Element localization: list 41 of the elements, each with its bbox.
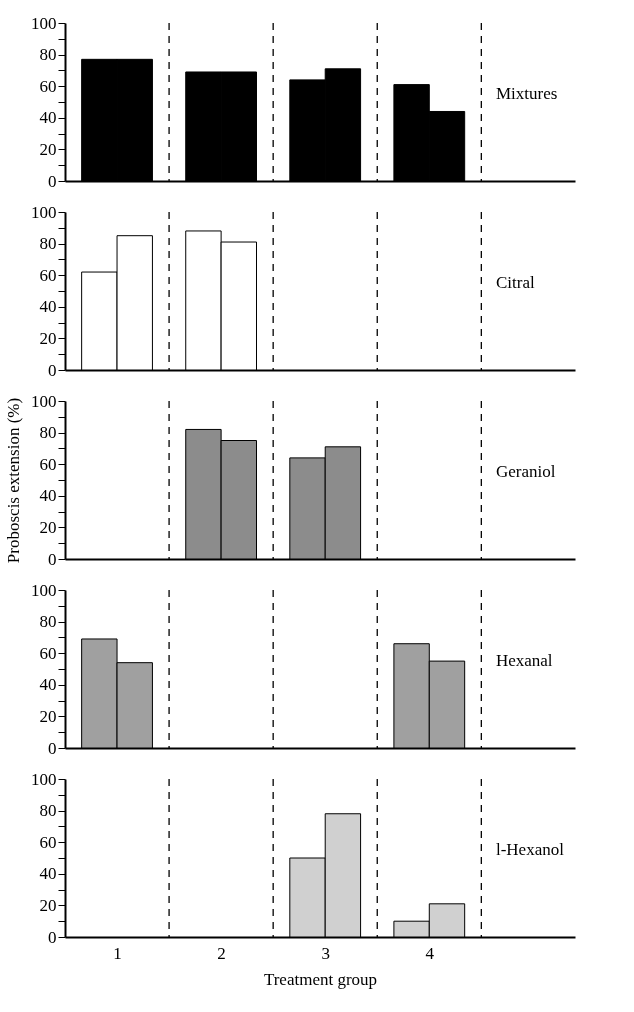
y-tick-label: 40: [39, 864, 57, 884]
y-tick-label: 20: [39, 139, 57, 159]
text: Citral: [495, 273, 535, 293]
y-tick-label: 40: [39, 108, 57, 128]
x-tick-label: 2: [217, 943, 226, 963]
x-tick-label: 3: [321, 943, 330, 963]
x-axis-title: Treatment group: [263, 969, 378, 989]
x-tick-label: 1: [113, 943, 122, 963]
y-axis-title: Proboscis extension (%): [4, 397, 23, 564]
y-tick-label: 0: [48, 927, 57, 947]
y-tick-label: 40: [39, 486, 57, 506]
y-tick-label: 60: [39, 454, 57, 474]
y-tick-label: 100: [31, 580, 57, 600]
x-tick-label: 4: [425, 943, 435, 963]
y-tick-label: 80: [39, 234, 57, 254]
y-tick-label: 80: [39, 45, 57, 65]
y-tick-label: 20: [39, 328, 57, 348]
y-tick-label: 20: [39, 706, 57, 726]
y-tick-label: 0: [48, 360, 57, 380]
y-tick-label: 0: [48, 549, 57, 569]
text: Geraniol: [495, 462, 556, 482]
y-tick-label: 40: [39, 297, 57, 317]
y-tick-label: 100: [31, 769, 57, 789]
y-tick-label: 60: [39, 265, 57, 285]
y-tick-label: 0: [48, 738, 57, 758]
text: l-Hexanol: [495, 840, 565, 860]
text: Hexanal: [495, 651, 553, 671]
y-tick-label: 60: [39, 643, 57, 663]
y-tick-label: 0: [48, 171, 57, 191]
y-tick-label: 80: [39, 801, 57, 821]
y-tick-label: 100: [31, 391, 57, 411]
text: Mixtures: [495, 84, 558, 104]
y-tick-label: 20: [39, 517, 57, 537]
y-tick-label: 40: [39, 675, 57, 695]
y-tick-label: 100: [31, 202, 57, 222]
y-tick-label: 80: [39, 423, 57, 443]
y-tick-label: 100: [31, 13, 57, 33]
y-tick-label: 60: [39, 832, 57, 852]
y-tick-label: 20: [39, 895, 57, 915]
y-tick-label: 60: [39, 76, 57, 96]
y-tick-label: 80: [39, 612, 57, 632]
